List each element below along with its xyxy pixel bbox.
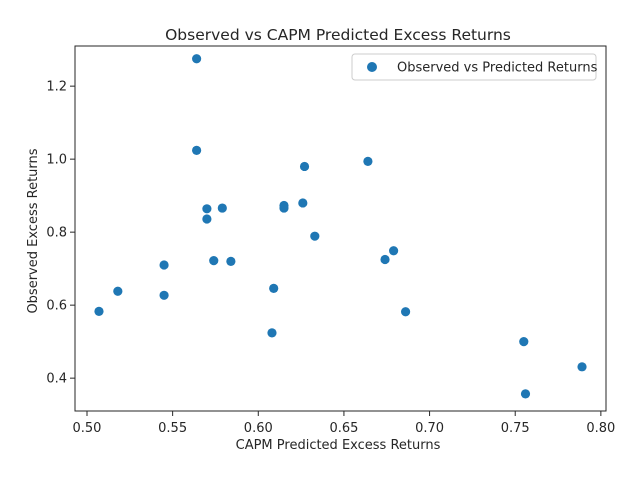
x-tick-label: 0.80 (586, 421, 615, 436)
data-point (192, 145, 202, 155)
x-tick-label: 0.70 (415, 421, 444, 436)
data-point (217, 203, 227, 213)
x-tick-label: 0.65 (329, 421, 358, 436)
data-points (94, 54, 587, 399)
data-point (279, 203, 289, 213)
x-tick-label: 0.75 (501, 421, 530, 436)
data-point (299, 161, 310, 172)
y-tick-label: 0.6 (46, 299, 67, 314)
plot-frame (74, 45, 607, 412)
x-axis-label: CAPM Predicted Excess Returns (236, 438, 441, 453)
legend-marker (367, 62, 377, 72)
data-point (202, 204, 212, 214)
data-point (113, 286, 123, 296)
x-axis-ticks: 0.50 0.55 0.60 0.65 0.70 0.75 0.80 (73, 411, 615, 436)
data-point (389, 246, 399, 256)
y-tick-label: 1.0 (46, 153, 67, 168)
data-point (202, 214, 212, 224)
data-point (226, 256, 236, 266)
y-tick-label: 1.2 (46, 80, 67, 95)
data-point (519, 337, 529, 347)
data-point (192, 54, 202, 64)
data-point (400, 307, 411, 317)
data-point (209, 256, 219, 266)
chart-title: Observed vs CAPM Predicted Excess Return… (165, 26, 511, 44)
y-axis-ticks: 0.4 0.6 0.8 1.0 1.2 (46, 80, 75, 387)
legend-label: Observed vs Predicted Returns (397, 61, 598, 76)
data-point (310, 231, 320, 241)
legend: Observed vs Predicted Returns (351, 53, 598, 81)
data-point (159, 290, 169, 300)
data-point (363, 156, 373, 166)
data-point (520, 389, 531, 399)
y-tick-label: 0.8 (46, 226, 67, 241)
data-point (380, 254, 390, 265)
data-point (159, 260, 169, 270)
x-tick-label: 0.60 (244, 421, 273, 436)
data-point (298, 198, 308, 208)
legend-box (351, 53, 597, 81)
data-point (577, 362, 587, 372)
x-tick-label: 0.50 (73, 421, 102, 436)
y-tick-label: 0.4 (46, 372, 67, 387)
x-tick-label: 0.55 (158, 421, 187, 436)
data-point (94, 306, 104, 316)
data-point (267, 328, 277, 338)
y-axis-label: Observed Excess Returns (26, 148, 41, 313)
data-point (269, 283, 279, 293)
